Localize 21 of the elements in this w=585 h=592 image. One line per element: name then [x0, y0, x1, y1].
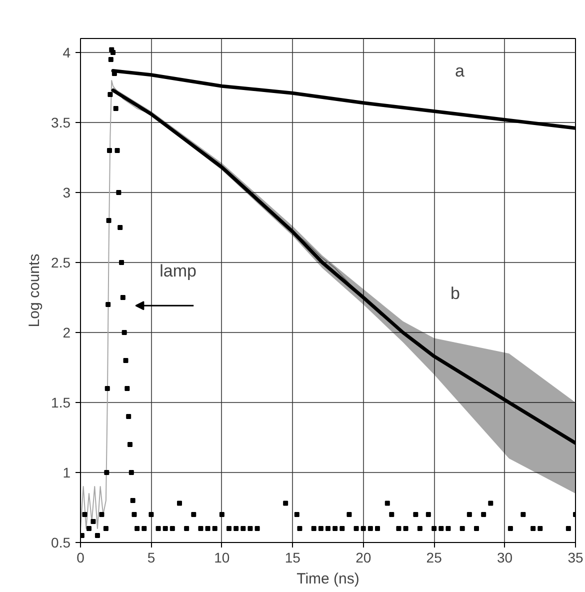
y-axis-title: Log counts	[26, 254, 44, 328]
x-axis-title: Time (ns)	[296, 570, 360, 588]
annotation: b	[450, 284, 460, 304]
y-tick-label: 3.5	[51, 114, 71, 130]
x-tick-label: 15	[284, 550, 301, 566]
annotation: a	[454, 61, 465, 80]
y-tick-label: 0.5	[51, 534, 71, 550]
x-tick-label: 35	[568, 550, 584, 566]
x-tick-label: 5	[147, 550, 156, 566]
x-tick-label: 10	[214, 550, 230, 566]
y-tick-label: 1.5	[51, 394, 71, 410]
x-tick-label: 20	[356, 550, 372, 566]
x-tick-label: 30	[497, 550, 513, 566]
x-tick-label: 25	[426, 550, 442, 566]
annotation: lamp	[160, 261, 196, 280]
y-tick-label: 1	[62, 464, 71, 480]
y-tick-label: 2	[62, 324, 71, 340]
y-tick-label: 4	[62, 44, 71, 60]
x-tick-label: 0	[76, 550, 85, 566]
y-tick-label: 3	[62, 184, 71, 200]
y-tick-label: 2.5	[51, 254, 71, 270]
